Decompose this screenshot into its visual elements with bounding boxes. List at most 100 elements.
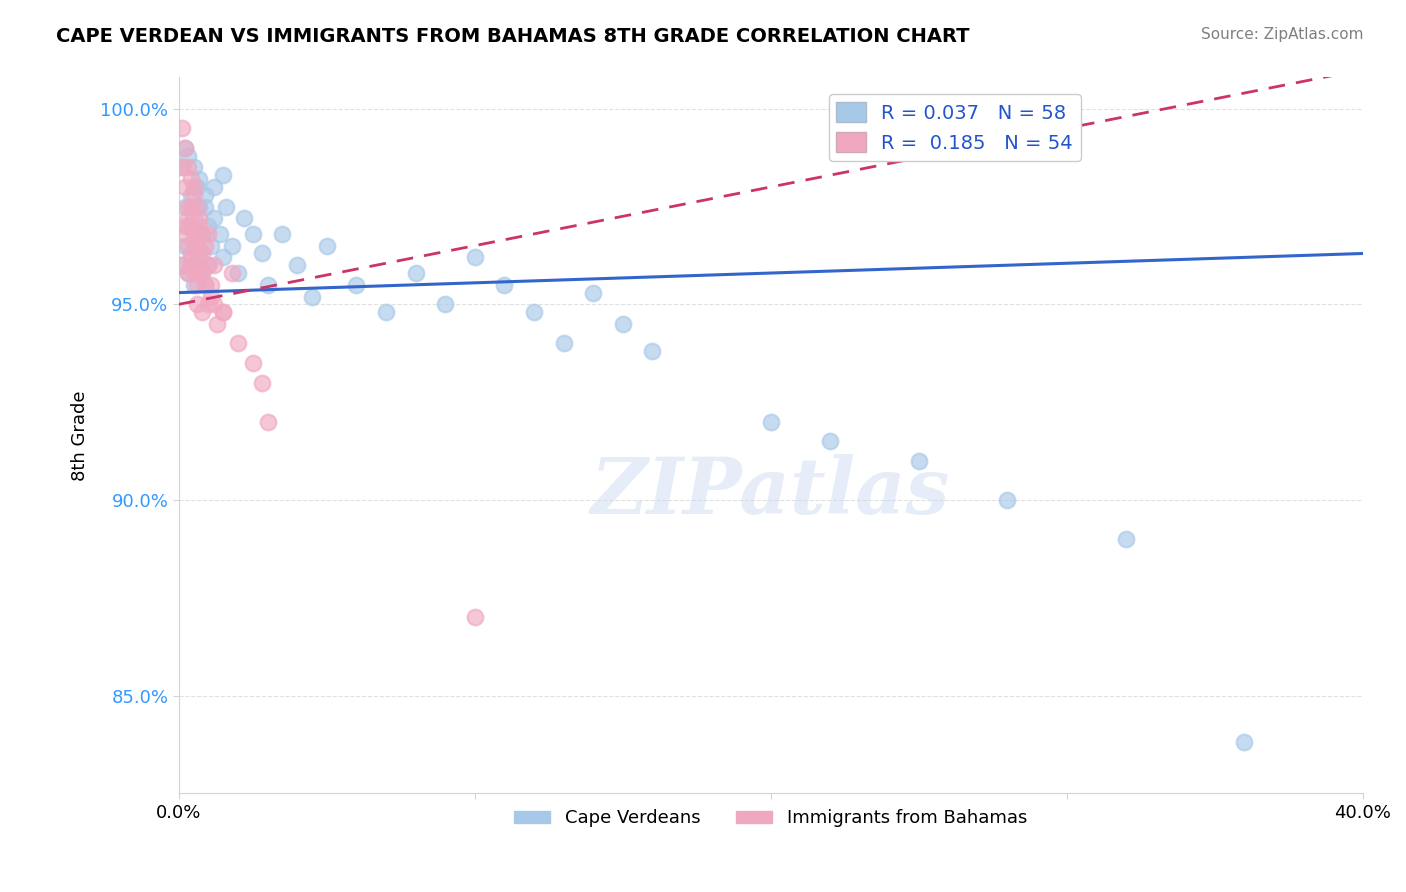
Point bbox=[464, 610, 486, 624]
Point bbox=[176, 200, 198, 214]
Point bbox=[173, 227, 195, 241]
Point bbox=[202, 211, 225, 226]
Point bbox=[170, 258, 193, 272]
Point bbox=[191, 246, 214, 260]
Point bbox=[191, 227, 214, 241]
Point bbox=[180, 258, 202, 272]
Point bbox=[434, 297, 457, 311]
Point bbox=[212, 168, 235, 182]
Point bbox=[180, 246, 202, 260]
Point bbox=[1233, 735, 1256, 749]
Point bbox=[186, 180, 208, 194]
Point bbox=[553, 336, 575, 351]
Point bbox=[186, 251, 208, 265]
Point bbox=[215, 200, 238, 214]
Point bbox=[197, 258, 219, 272]
Point bbox=[256, 277, 278, 292]
Point bbox=[200, 289, 222, 303]
Point bbox=[374, 305, 396, 319]
Point bbox=[186, 297, 208, 311]
Point bbox=[202, 297, 225, 311]
Point bbox=[170, 161, 193, 175]
Point bbox=[818, 434, 841, 449]
Point bbox=[180, 200, 202, 214]
Point bbox=[183, 161, 205, 175]
Point bbox=[197, 227, 219, 241]
Point bbox=[170, 161, 193, 175]
Point bbox=[183, 227, 205, 241]
Point bbox=[226, 336, 249, 351]
Point bbox=[173, 238, 195, 252]
Point bbox=[641, 344, 664, 359]
Point bbox=[907, 454, 929, 468]
Point bbox=[188, 219, 211, 233]
Point bbox=[344, 277, 367, 292]
Point bbox=[188, 211, 211, 226]
Point bbox=[183, 235, 205, 249]
Point bbox=[197, 297, 219, 311]
Point bbox=[464, 251, 486, 265]
Point bbox=[188, 258, 211, 272]
Point bbox=[200, 277, 222, 292]
Point bbox=[186, 227, 208, 241]
Point bbox=[188, 266, 211, 280]
Point bbox=[232, 211, 254, 226]
Point bbox=[183, 180, 205, 194]
Point bbox=[612, 317, 634, 331]
Point bbox=[200, 238, 222, 252]
Point bbox=[197, 258, 219, 272]
Point bbox=[194, 238, 217, 252]
Point bbox=[170, 258, 193, 272]
Point bbox=[173, 200, 195, 214]
Point bbox=[186, 200, 208, 214]
Point bbox=[202, 180, 225, 194]
Point bbox=[180, 187, 202, 202]
Point bbox=[250, 246, 273, 260]
Point bbox=[176, 266, 198, 280]
Point bbox=[242, 356, 264, 370]
Point bbox=[226, 266, 249, 280]
Point bbox=[173, 219, 195, 233]
Point bbox=[759, 415, 782, 429]
Point bbox=[212, 251, 235, 265]
Point bbox=[183, 277, 205, 292]
Point bbox=[186, 238, 208, 252]
Legend: Cape Verdeans, Immigrants from Bahamas: Cape Verdeans, Immigrants from Bahamas bbox=[506, 802, 1035, 834]
Point bbox=[285, 258, 308, 272]
Point bbox=[186, 277, 208, 292]
Point bbox=[212, 305, 235, 319]
Point bbox=[221, 238, 243, 252]
Point bbox=[250, 376, 273, 390]
Point bbox=[191, 227, 214, 241]
Point bbox=[494, 277, 516, 292]
Text: Source: ZipAtlas.com: Source: ZipAtlas.com bbox=[1201, 27, 1364, 42]
Point bbox=[256, 415, 278, 429]
Point bbox=[209, 227, 232, 241]
Point bbox=[194, 187, 217, 202]
Point bbox=[271, 227, 294, 241]
Point bbox=[207, 317, 229, 331]
Point bbox=[523, 305, 546, 319]
Point bbox=[176, 211, 198, 226]
Point bbox=[183, 211, 205, 226]
Point bbox=[194, 277, 217, 292]
Point bbox=[180, 219, 202, 233]
Point bbox=[194, 277, 217, 292]
Point bbox=[188, 200, 211, 214]
Point bbox=[405, 266, 427, 280]
Point bbox=[191, 266, 214, 280]
Text: CAPE VERDEAN VS IMMIGRANTS FROM BAHAMAS 8TH GRADE CORRELATION CHART: CAPE VERDEAN VS IMMIGRANTS FROM BAHAMAS … bbox=[56, 27, 970, 45]
Point bbox=[202, 258, 225, 272]
Point bbox=[997, 492, 1019, 507]
Point bbox=[173, 141, 195, 155]
Y-axis label: 8th Grade: 8th Grade bbox=[72, 390, 89, 481]
Point bbox=[176, 266, 198, 280]
Point bbox=[188, 172, 211, 186]
Point bbox=[176, 219, 198, 233]
Point bbox=[183, 187, 205, 202]
Point bbox=[582, 285, 605, 300]
Point bbox=[180, 251, 202, 265]
Point bbox=[176, 238, 198, 252]
Point bbox=[197, 219, 219, 233]
Point bbox=[221, 266, 243, 280]
